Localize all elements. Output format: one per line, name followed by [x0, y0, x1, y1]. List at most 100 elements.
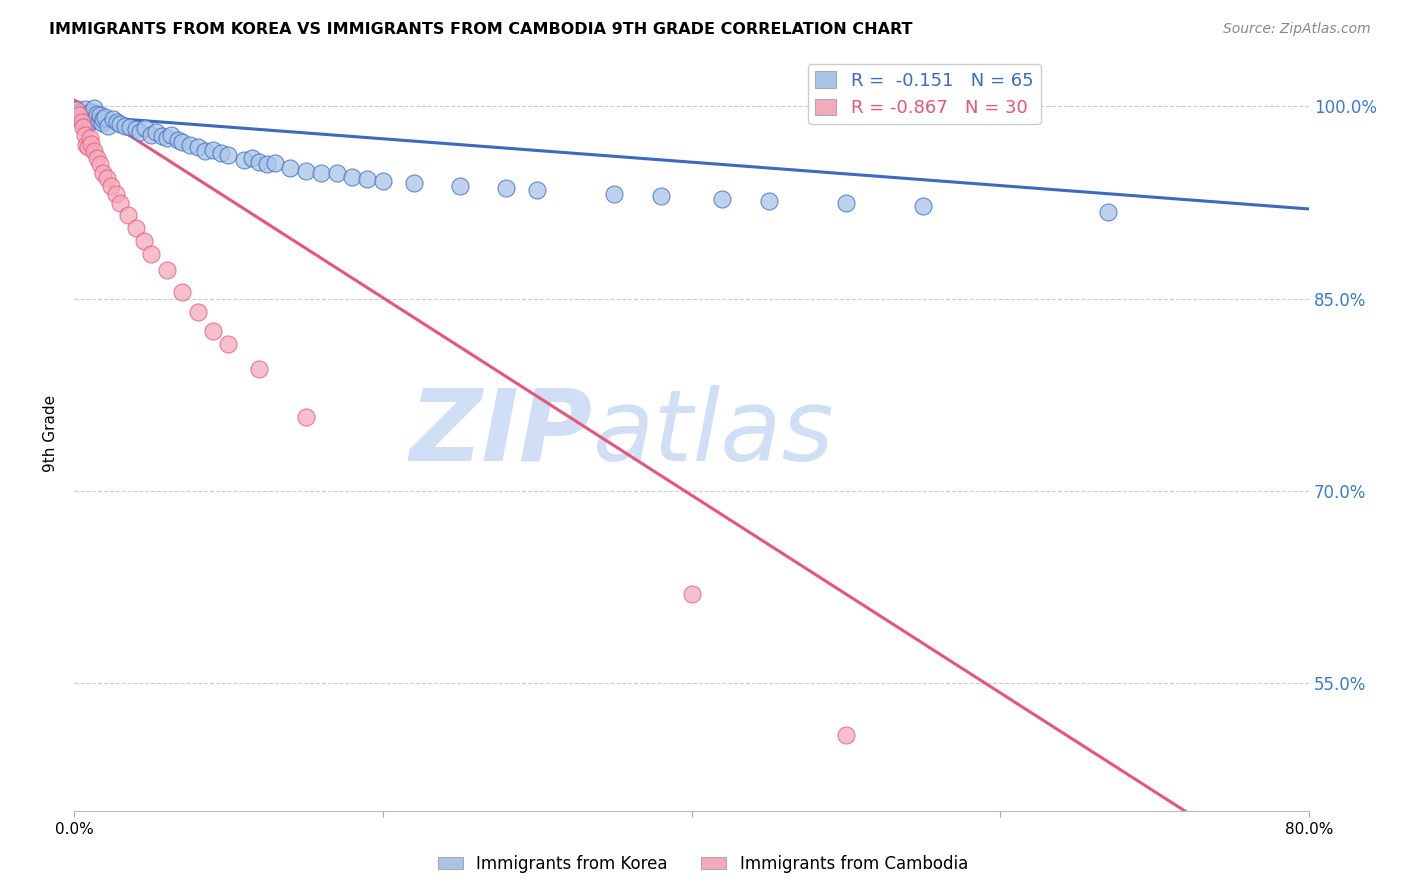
Point [166, 133, 188, 147]
Point [495, 181, 517, 195]
Point [232, 153, 254, 168]
Point [247, 362, 270, 376]
Point [75, 137, 97, 152]
Point [402, 177, 425, 191]
Point [172, 285, 194, 300]
Point [156, 263, 179, 277]
Point [217, 148, 239, 162]
Point [100, 178, 122, 193]
Point [526, 183, 548, 197]
Point [77, 110, 100, 124]
Point [105, 115, 128, 129]
Point [141, 247, 163, 261]
Point [256, 157, 278, 171]
Point [125, 221, 148, 235]
Legend: Immigrants from Korea, Immigrants from Cambodia: Immigrants from Korea, Immigrants from C… [432, 848, 974, 880]
Point [371, 174, 394, 188]
Point [278, 161, 301, 175]
Point [94, 110, 117, 124]
Point [72, 112, 94, 127]
Point [129, 125, 152, 139]
Point [187, 140, 209, 154]
Point [681, 586, 703, 600]
Point [134, 121, 156, 136]
Point [294, 409, 316, 424]
Point [79, 131, 101, 145]
Legend: R =  -0.151   N = 65, R = -0.867   N = 30: R = -0.151 N = 65, R = -0.867 N = 30 [807, 64, 1040, 124]
Point [67, 108, 90, 122]
Point [118, 120, 141, 134]
Point [202, 324, 225, 338]
Point [97, 119, 120, 133]
Point [83, 101, 105, 115]
Point [77, 140, 100, 154]
Point [84, 111, 107, 125]
Point [247, 154, 270, 169]
Point [110, 195, 132, 210]
Point [73, 102, 96, 116]
Text: Source: ZipAtlas.com: Source: ZipAtlas.com [1223, 22, 1371, 37]
Point [603, 186, 626, 201]
Point [156, 131, 179, 145]
Point [96, 171, 118, 186]
Text: ZIP: ZIP [409, 384, 593, 482]
Point [835, 195, 858, 210]
Point [325, 166, 347, 180]
Point [93, 166, 115, 180]
Point [65, 105, 87, 120]
Text: IMMIGRANTS FROM KOREA VS IMMIGRANTS FROM CAMBODIA 9TH GRADE CORRELATION CHART: IMMIGRANTS FROM KOREA VS IMMIGRANTS FROM… [49, 22, 912, 37]
Point [117, 208, 139, 222]
Point [309, 166, 332, 180]
Point [80, 136, 103, 151]
Point [73, 128, 96, 142]
Point [150, 128, 173, 143]
Text: atlas: atlas [593, 384, 834, 482]
Point [89, 157, 111, 171]
Point [160, 128, 183, 142]
Point [83, 145, 105, 159]
Point [93, 112, 115, 127]
Point [912, 199, 935, 213]
Point [711, 192, 734, 206]
Point [1097, 204, 1119, 219]
Point [240, 151, 263, 165]
Point [340, 169, 363, 184]
Point [69, 104, 91, 119]
Point [110, 117, 132, 131]
Point [89, 108, 111, 122]
Point [67, 110, 90, 124]
Point [82, 108, 104, 122]
Point [101, 112, 124, 127]
Point [835, 727, 858, 741]
Point [179, 137, 201, 152]
Y-axis label: 9th Grade: 9th Grade [44, 395, 58, 472]
Point [356, 172, 378, 186]
Point [86, 107, 108, 121]
Point [66, 102, 89, 116]
Point [449, 178, 471, 193]
Point [125, 122, 148, 136]
Point [75, 117, 97, 131]
Point [70, 115, 93, 129]
Point [90, 116, 112, 130]
Point [145, 125, 167, 139]
Point [114, 119, 136, 133]
Point [141, 128, 163, 142]
Point [172, 136, 194, 150]
Point [263, 156, 285, 170]
Point [87, 113, 110, 128]
Point [70, 107, 93, 121]
Point [132, 234, 155, 248]
Point [209, 145, 232, 160]
Point [758, 194, 780, 209]
Point [217, 336, 239, 351]
Point [194, 145, 217, 159]
Point [294, 163, 316, 178]
Point [86, 151, 108, 165]
Point [104, 186, 127, 201]
Point [187, 304, 209, 318]
Point [72, 120, 94, 134]
Point [65, 103, 87, 118]
Point [202, 143, 225, 157]
Point [80, 104, 103, 119]
